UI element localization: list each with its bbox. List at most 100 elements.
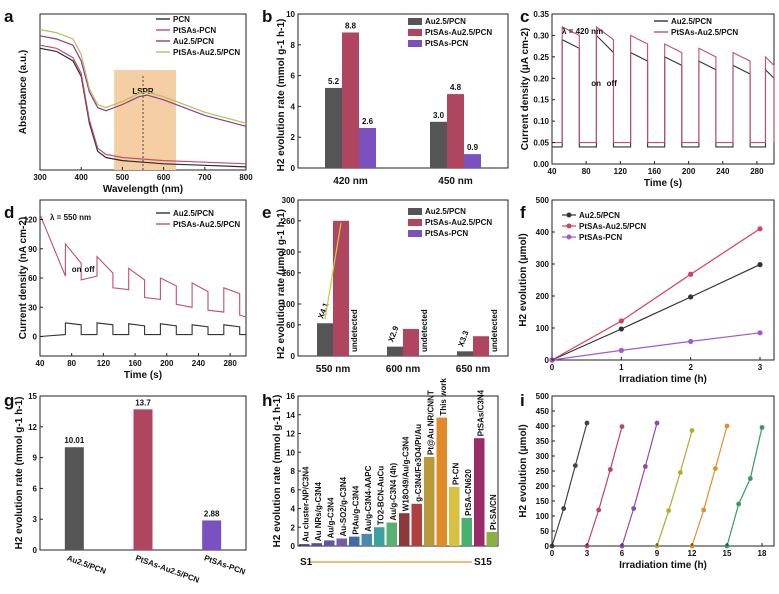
legend-entry: Au2.5/PCN: [425, 17, 466, 26]
y-tick-label: 6: [291, 486, 296, 495]
legend-marker: [566, 234, 572, 240]
series-cycle6: [726, 427, 763, 547]
lspr-region: [114, 70, 176, 170]
bar-name-label: Au/g-C3N4: [326, 497, 335, 538]
wavelength-note: λ = 420 nm: [562, 27, 603, 36]
chart-b: 5.2 8.8 2.6 420 nm 3.0 4.8 0.9 450 nm 0 2 4 6 8 10H2 …: [276, 10, 509, 187]
y-tick-label: 90: [28, 245, 37, 254]
y-tick-label: 100: [536, 324, 550, 333]
bar-name-label: Au/g-C3N4-AAPC: [364, 465, 373, 531]
legend-entry: PtSAs-Au2.5/PCN: [173, 220, 240, 229]
x-tick-label: 2: [688, 363, 693, 372]
bar-Au2.5/PCN: [64, 447, 84, 550]
data-point: [757, 262, 763, 268]
x-tick-label: 800: [239, 173, 253, 182]
bar-Pt-CN: [449, 486, 460, 546]
bar-value-label: 8.8: [345, 21, 357, 30]
bar-name-label: Au/g-C3N4 (4h): [389, 462, 398, 520]
panel-label-e: e: [262, 203, 271, 222]
legend-entry: Au2.5/PCN: [173, 37, 214, 46]
x-tick-label: 500: [116, 173, 130, 182]
undetected-label: undetected: [350, 309, 359, 352]
y-tick-label: 350: [536, 437, 550, 446]
bar-This work: [436, 417, 447, 546]
bar-value-label: 4.8: [450, 83, 462, 92]
y-tick-label: 250: [536, 467, 550, 476]
legend-swatch: [408, 230, 422, 237]
legend-entry: Au2.5/PCN: [173, 209, 214, 218]
legend-entry: Au2.5/PCN: [671, 17, 712, 26]
legend-entry: PtSAs-PCN: [173, 26, 216, 35]
x-tick-label: 18: [758, 549, 767, 558]
data-point: [561, 506, 567, 511]
y-tick-label: 6: [33, 484, 38, 493]
series-PtSAs-Au2.5/PCN: [39, 29, 247, 124]
legend-swatch: [408, 40, 422, 47]
y-tick-label: 0: [291, 542, 296, 551]
legend-entry: PtSAs-Au2.5/PCN: [425, 28, 492, 37]
panel-label-f: f: [520, 203, 526, 222]
y-tick-label: 450: [536, 407, 550, 416]
x-category-label: 550 nm: [316, 364, 351, 375]
bar-value-label: 2.6: [362, 117, 374, 126]
series-Au2.5/PCN: [551, 264, 761, 361]
y-tick-label: 0: [291, 164, 296, 173]
x-tick-label: 3: [585, 549, 590, 558]
y-tick-label: 12: [28, 423, 37, 432]
bar-Au2.5/PCN-600 nm: [387, 346, 403, 356]
legend-swatch: [408, 18, 422, 25]
bar-name-label: PtSA-CN620: [464, 469, 473, 516]
data-point: [618, 318, 624, 324]
x-tick-label: 700: [198, 173, 212, 182]
x-tick-label: 3: [758, 363, 763, 372]
x-tick-label: 200: [160, 359, 174, 368]
series-PtSAs-PCN: [39, 44, 247, 165]
y-tick-label: 6: [291, 72, 296, 81]
y-axis-label: Current density (μA cm-2): [520, 28, 531, 150]
y-tick-label: 0.05: [533, 139, 549, 148]
bar-PtSAs-PCN-450 nm: [464, 154, 481, 168]
y-tick-label: 120: [24, 216, 38, 225]
x-tick-label: 120: [614, 167, 628, 176]
ratio-label: X4.1: [316, 301, 330, 320]
data-point: [677, 470, 683, 475]
y-tick-label: 300: [282, 196, 296, 205]
x-axis-label: Wavelength (nm): [103, 184, 183, 195]
lspr-annotation: LSPR: [132, 87, 154, 96]
bar-Au2.5/PCN-420 nm: [325, 87, 342, 168]
y-tick-label: 50: [540, 527, 549, 536]
x-tick-label: 80: [582, 167, 591, 176]
y-tick-label: 2: [291, 133, 296, 142]
bar-PtSAs/C3N4: [474, 438, 485, 546]
bar-PtSAs-PCN-420 nm: [359, 127, 376, 168]
data-point: [619, 424, 625, 429]
panel-label-c: c: [520, 7, 529, 26]
bar-Au2.5/PCN-550 nm: [317, 323, 333, 356]
x-tick-label: 9: [655, 549, 660, 558]
data-point: [618, 347, 624, 353]
y-tick-label: 3: [33, 515, 38, 524]
x-axis-label: Irradiation time (h): [619, 560, 707, 571]
bar-name-label: PtAu/g-C3N4: [351, 485, 360, 534]
y-tick-label: 500: [536, 392, 550, 401]
legend-swatch: [408, 208, 422, 215]
y-tick-label: 4: [291, 102, 296, 111]
y-tick-label: 0.00: [533, 160, 549, 169]
y-tick-label: 2: [291, 523, 296, 532]
y-tick-label: 160: [282, 269, 296, 278]
x-category-label: 420 nm: [333, 176, 368, 187]
bar-value-label: 2.88: [204, 509, 220, 518]
y-axis-label: H2 evolution (μmol): [518, 424, 529, 517]
x-category-label: 600 nm: [386, 364, 421, 375]
y-tick-label: 0: [33, 546, 38, 555]
bar-PtSAs-Au2.5/PCN: [133, 409, 153, 550]
y-tick-label: 16: [286, 392, 295, 401]
off-label: off: [84, 265, 95, 274]
plot-frame: [551, 199, 775, 361]
legend-entry: Au2.5/PCN: [579, 211, 620, 220]
y-axis-label: Current density (nA cm-2): [18, 217, 29, 339]
bar-PtSAs-Au2.5/PCN-550 nm: [333, 220, 349, 356]
y-tick-label: 300: [536, 260, 550, 269]
bar-name-label: Au cluster-NP/C3N4: [301, 466, 310, 542]
series-cycle2: [586, 426, 623, 547]
